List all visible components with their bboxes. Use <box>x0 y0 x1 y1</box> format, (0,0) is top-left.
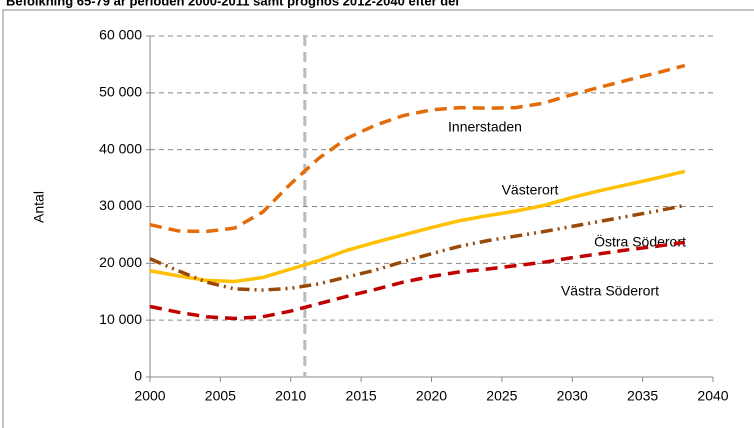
x-tick-label: 2015 <box>346 388 377 404</box>
series-line <box>149 203 686 292</box>
x-tick-label: 2025 <box>486 388 517 404</box>
x-tick-label: 2030 <box>557 388 588 404</box>
series-label: Västerort <box>502 182 559 198</box>
y-tick-label: 0 <box>134 368 142 384</box>
x-tick-label: 2020 <box>416 388 447 404</box>
x-tick-label: 2010 <box>275 388 306 404</box>
series-line <box>149 240 686 321</box>
x-tick-label: 2040 <box>697 388 728 404</box>
series-line <box>149 63 686 234</box>
y-axis-label: Antal <box>31 191 47 223</box>
chart-border <box>2 9 754 428</box>
y-tick-label: 60 000 <box>99 27 142 43</box>
y-tick-label: 30 000 <box>99 197 142 213</box>
y-tick-label: 40 000 <box>99 140 142 156</box>
x-tick-label: 2005 <box>205 388 236 404</box>
y-tick-label: 10 000 <box>99 311 142 327</box>
x-tick-label: 2035 <box>627 388 658 404</box>
series-label: Västra Söderort <box>561 283 659 299</box>
x-tick-label: 2000 <box>134 388 165 404</box>
y-tick-label: 20 000 <box>99 254 142 270</box>
chart-title: Befolkning 65-79 år perioden 2000-2011 s… <box>6 0 459 8</box>
y-tick-label: 50 000 <box>99 84 142 100</box>
series-label: Innerstaden <box>448 119 522 135</box>
series-line <box>149 169 686 284</box>
